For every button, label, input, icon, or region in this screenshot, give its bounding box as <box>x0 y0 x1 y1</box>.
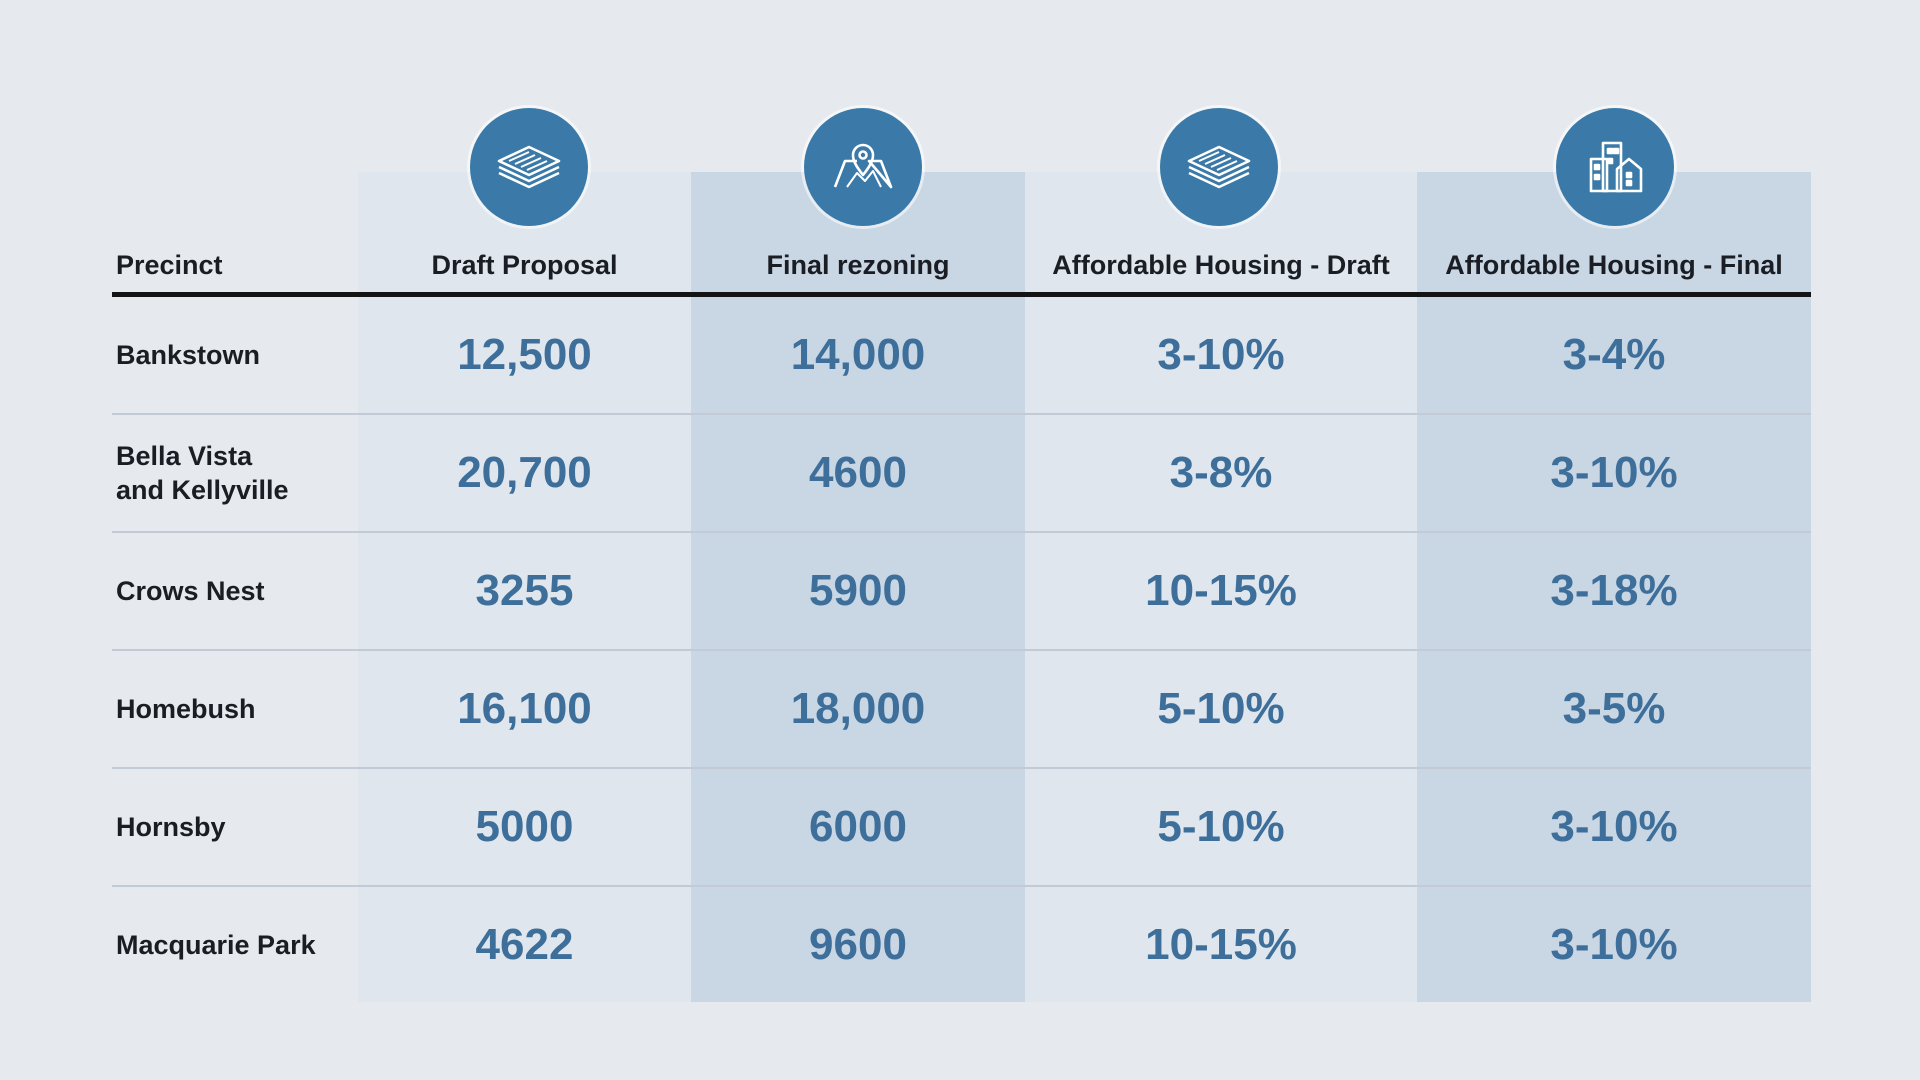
affordable-draft-cell: 5-10% <box>1157 802 1285 851</box>
header-rule <box>112 292 1811 297</box>
header-affordable-final: Affordable Housing - Final <box>1445 250 1783 280</box>
header-final-rezoning: Final rezoning <box>766 250 950 280</box>
final-rezoning-cell: 6000 <box>809 802 907 851</box>
affordable-final-cell: 3-5% <box>1562 684 1666 733</box>
precinct-label: Crows Nest <box>116 576 265 606</box>
affordable-final-cell: 3-10% <box>1550 920 1678 969</box>
draft-proposal-cell: 16,100 <box>457 684 592 733</box>
precinct-label: Hornsby <box>116 812 226 842</box>
buildings-icon <box>1556 108 1674 226</box>
table-row: Bankstown 12,500 14,000 3-10% 3-4% <box>112 297 1811 415</box>
affordable-final-cell: 3-10% <box>1550 448 1678 497</box>
table-row: Hornsby 5000 6000 5-10% 3-10% <box>112 769 1811 887</box>
table-row: Bella Vista and Kellyville 20,700 4600 3… <box>112 415 1811 533</box>
affordable-final-cell: 3-4% <box>1562 330 1666 379</box>
header-precinct: Precinct <box>116 250 223 280</box>
draft-proposal-cell: 3255 <box>475 566 574 615</box>
draft-proposal-cell: 12,500 <box>457 330 592 379</box>
documents-stack-icon <box>1160 108 1278 226</box>
map-pin-icon <box>804 108 922 226</box>
band-final-rezoning <box>691 172 1025 1002</box>
final-rezoning-cell: 9600 <box>809 920 907 969</box>
draft-proposal-cell: 5000 <box>475 802 574 851</box>
precinct-cell: Crows Nest <box>116 533 356 649</box>
band-affordable-final <box>1417 172 1811 1002</box>
affordable-draft-cell: 5-10% <box>1157 684 1285 733</box>
precinct-cell: Bella Vista and Kellyville <box>116 415 356 531</box>
row-divider <box>112 885 1811 887</box>
final-rezoning-cell: 18,000 <box>790 684 926 733</box>
table-row: Macquarie Park 4622 9600 10-15% 3-10% <box>112 887 1811 1005</box>
row-divider <box>112 767 1811 769</box>
row-divider <box>112 413 1811 415</box>
precinct-cell: Bankstown <box>116 297 356 413</box>
affordable-final-cell: 3-10% <box>1550 802 1678 851</box>
band-affordable-draft <box>1025 172 1417 1002</box>
band-draft-proposal <box>358 172 691 1002</box>
table-row: Homebush 16,100 18,000 5-10% 3-5% <box>112 651 1811 769</box>
header-draft-proposal: Draft Proposal <box>431 250 618 280</box>
row-divider <box>112 649 1811 651</box>
draft-proposal-cell: 20,700 <box>457 448 592 497</box>
precinct-label: Bella Vista and Kellyville <box>116 441 289 505</box>
affordable-final-cell: 3-18% <box>1550 566 1678 615</box>
final-rezoning-cell: 5900 <box>809 566 907 615</box>
precinct-cell: Hornsby <box>116 769 356 885</box>
row-divider <box>112 531 1811 533</box>
precinct-label: Macquarie Park <box>116 930 316 960</box>
documents-stack-icon <box>470 108 588 226</box>
final-rezoning-cell: 14,000 <box>790 330 926 379</box>
affordable-draft-cell: 3-10% <box>1157 330 1285 379</box>
affordable-draft-cell: 10-15% <box>1145 566 1297 615</box>
final-rezoning-cell: 4600 <box>809 448 907 497</box>
affordable-draft-cell: 3-8% <box>1169 448 1273 497</box>
precinct-cell: Macquarie Park <box>116 887 356 1003</box>
precinct-cell: Homebush <box>116 651 356 767</box>
affordable-draft-cell: 10-15% <box>1145 920 1297 969</box>
table-row: Crows Nest 3255 5900 10-15% 3-18% <box>112 533 1811 651</box>
precinct-label: Homebush <box>116 694 256 724</box>
header-affordable-draft: Affordable Housing - Draft <box>1052 250 1390 280</box>
precinct-label: Bankstown <box>116 340 261 370</box>
draft-proposal-cell: 4622 <box>475 920 574 969</box>
